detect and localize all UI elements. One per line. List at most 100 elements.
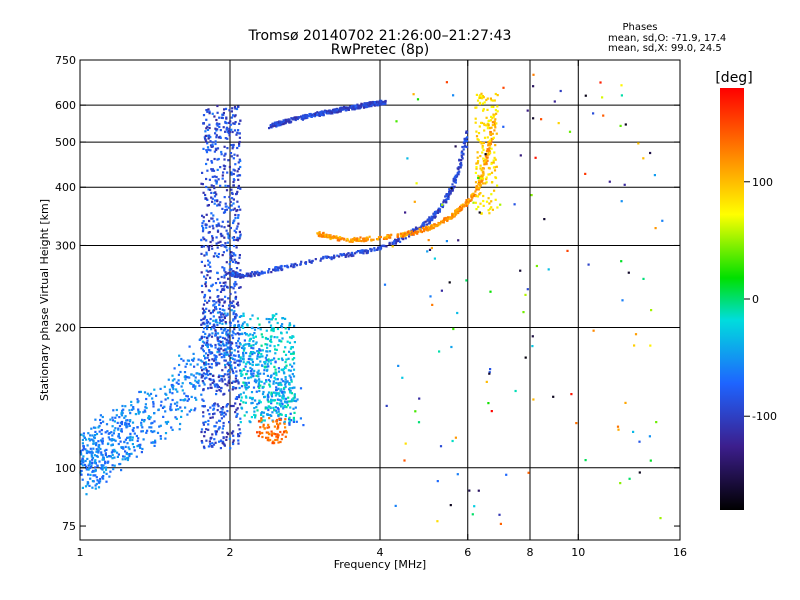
data-point: [238, 286, 241, 289]
data-point: [264, 407, 267, 410]
data-point: [235, 192, 238, 195]
data-point: [202, 191, 205, 194]
data-point: [225, 261, 228, 264]
data-point: [246, 275, 249, 278]
data-point: [496, 94, 499, 97]
data-point: [257, 369, 260, 372]
data-point: [446, 216, 450, 219]
data-point: [273, 399, 277, 402]
data-point: [217, 255, 220, 259]
data-point: [356, 237, 359, 240]
data-point: [184, 365, 187, 368]
data-point: [225, 338, 228, 341]
data-point: [648, 435, 651, 438]
data-point: [492, 105, 495, 108]
data-point: [281, 323, 284, 326]
data-point: [441, 219, 444, 222]
data-point: [465, 204, 468, 207]
data-point: [244, 401, 247, 404]
data-point: [369, 247, 372, 251]
data-point: [157, 408, 160, 411]
data-point: [105, 448, 108, 451]
data-point: [465, 140, 468, 143]
data-point: [489, 207, 492, 210]
data-point: [215, 182, 218, 185]
data-point: [281, 120, 284, 123]
data-point: [282, 397, 285, 400]
data-point: [134, 413, 137, 416]
data-point: [335, 235, 338, 238]
data-point: [621, 299, 624, 302]
data-point: [487, 166, 490, 170]
data-point: [203, 364, 206, 367]
data-point: [284, 361, 287, 364]
data-point: [224, 413, 227, 416]
data-point: [342, 253, 345, 256]
data-point: [209, 406, 212, 409]
data-point: [260, 413, 263, 416]
data-point: [265, 329, 268, 332]
data-point: [222, 375, 225, 378]
data-point: [488, 212, 491, 215]
data-point: [218, 122, 221, 126]
data-point: [215, 363, 218, 366]
data-point: [86, 481, 89, 484]
data-point: [274, 124, 277, 127]
data-point: [210, 363, 213, 366]
data-point: [335, 109, 338, 112]
data-point: [249, 338, 252, 341]
data-point: [242, 391, 245, 394]
data-point: [281, 358, 284, 362]
data-point: [217, 277, 220, 281]
data-point: [83, 436, 86, 439]
data-point: [253, 328, 257, 331]
data-point: [193, 365, 196, 368]
data-point: [202, 312, 205, 315]
data-point: [268, 385, 272, 388]
data-point: [226, 346, 229, 349]
data-point: [234, 317, 237, 320]
data-point: [194, 376, 197, 379]
data-point: [202, 216, 205, 219]
data-point: [397, 364, 400, 367]
data-point: [265, 431, 268, 434]
data-point: [427, 225, 430, 228]
data-point: [418, 397, 421, 400]
data-point: [223, 359, 226, 362]
data-point: [226, 370, 230, 373]
data-point: [201, 224, 204, 228]
data-point: [377, 104, 380, 107]
data-point: [493, 120, 496, 123]
data-point: [623, 183, 626, 186]
data-point: [94, 459, 97, 462]
data-point: [427, 226, 430, 229]
data-point: [288, 418, 291, 421]
data-point: [206, 301, 209, 304]
data-point: [270, 391, 273, 394]
data-point: [224, 184, 227, 187]
data-point: [288, 423, 291, 426]
data-point: [619, 482, 622, 485]
data-point: [347, 255, 350, 258]
data-point: [489, 139, 492, 142]
data-point: [267, 270, 270, 273]
data-point: [92, 447, 95, 450]
data-point: [482, 194, 485, 198]
data-point: [224, 153, 227, 156]
data-point: [436, 211, 440, 214]
data-point: [226, 373, 229, 376]
data-point: [217, 241, 220, 244]
data-point: [472, 201, 475, 204]
data-point: [481, 142, 484, 145]
data-point: [209, 276, 212, 279]
data-point: [543, 218, 546, 221]
data-point: [81, 459, 84, 462]
data-point: [467, 198, 470, 201]
data-point: [236, 407, 239, 410]
data-point: [240, 385, 244, 388]
data-point: [372, 238, 375, 241]
data-point: [201, 398, 204, 401]
data-point: [412, 232, 415, 235]
data-point: [204, 361, 208, 364]
data-point: [209, 383, 212, 386]
